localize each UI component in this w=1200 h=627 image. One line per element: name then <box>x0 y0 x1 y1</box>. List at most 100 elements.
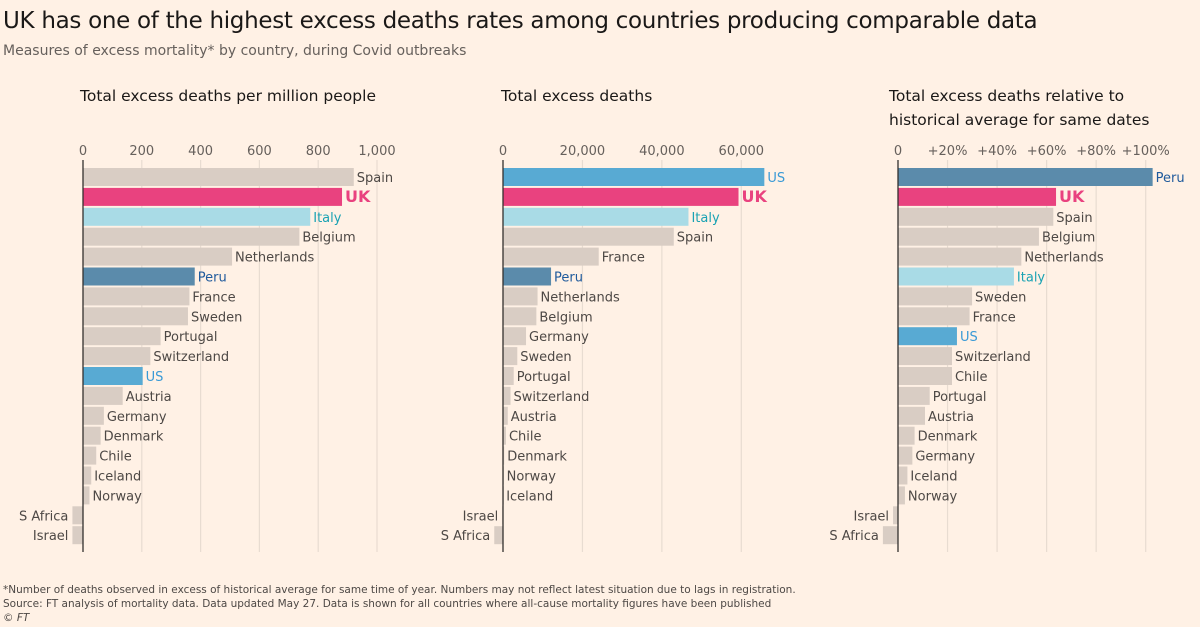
panel-title-per-million: Total excess deaths per million people <box>80 87 376 105</box>
bar-norway <box>898 486 905 505</box>
bar-label: Israel <box>463 509 499 524</box>
bar-austria <box>83 386 123 405</box>
bar-label: Switzerland <box>514 390 590 405</box>
bar-denmark <box>898 426 915 445</box>
tick-label: 800 <box>306 144 331 159</box>
bar-label: Peru <box>554 271 583 286</box>
bar-label: Belgium <box>302 231 355 246</box>
bar-portugal <box>503 367 514 385</box>
bar-france <box>898 307 970 326</box>
bar-us <box>83 367 143 385</box>
bar-italy <box>503 207 689 226</box>
bar-label: Netherlands <box>541 290 620 305</box>
bar-chile <box>83 446 97 465</box>
bar-netherlands <box>898 247 1022 266</box>
bar-israel <box>72 526 83 545</box>
bar-label: Sweden <box>975 290 1026 305</box>
bar-label: Belgium <box>1042 231 1095 246</box>
bar-peru <box>898 168 1153 186</box>
bar-label: Chile <box>509 430 542 445</box>
bar-uk <box>503 187 739 206</box>
bar-us <box>503 168 765 186</box>
bar-label: Denmark <box>507 450 567 465</box>
bar-label: S Africa <box>829 529 878 544</box>
bar-switzerland <box>503 386 511 405</box>
bar-belgium <box>83 227 300 246</box>
tick-label: 1,000 <box>358 144 395 159</box>
bar-sweden <box>83 307 188 326</box>
bar-label: Germany <box>915 450 975 465</box>
bar-label: Israel <box>33 529 69 544</box>
bar-label: Spain <box>1056 211 1092 226</box>
bar-uk <box>898 187 1057 206</box>
bar-peru <box>83 267 195 286</box>
bar-label: Belgium <box>539 310 592 325</box>
bar-label: Italy <box>1017 271 1046 286</box>
bar-denmark <box>83 426 101 445</box>
bar-chile <box>503 426 506 445</box>
panel-title-relative-line1: Total excess deaths relative to <box>889 87 1125 105</box>
bar-label: Germany <box>529 330 589 345</box>
bar-netherlands <box>83 247 233 266</box>
panel-title-total: Total excess deaths <box>501 87 653 105</box>
footnote: *Number of deaths observed in excess of … <box>3 584 796 596</box>
bar-label: Germany <box>107 410 167 425</box>
tick-label: 20,000 <box>560 144 606 159</box>
tick-label: +80% <box>1076 144 1116 159</box>
tick-label: +40% <box>977 144 1017 159</box>
bar-austria <box>503 406 508 425</box>
bar-portugal <box>83 327 161 346</box>
bar-s-africa <box>882 526 898 545</box>
bar-label: Sweden <box>191 310 242 325</box>
bar-label: Norway <box>92 489 142 504</box>
bar-label: Spain <box>357 171 393 186</box>
bar-label: Austria <box>126 390 172 405</box>
bar-sweden <box>503 347 518 366</box>
tick-label: +20% <box>928 144 968 159</box>
bar-label: Portugal <box>164 330 218 345</box>
bar-label: Austria <box>511 410 557 425</box>
bar-italy <box>83 207 311 226</box>
bar-sweden <box>898 287 973 306</box>
bar-belgium <box>503 307 537 326</box>
bar-germany <box>898 446 913 465</box>
bar-label: Iceland <box>506 489 553 504</box>
tick-label: +60% <box>1027 144 1067 159</box>
bar-netherlands <box>503 287 538 306</box>
bar-label: Chile <box>955 370 988 385</box>
chart-title: UK has one of the highest excess deaths … <box>3 8 1038 34</box>
bar-label: Italy <box>691 211 720 226</box>
bar-germany <box>503 327 527 346</box>
bar-label: UK <box>1059 187 1085 206</box>
bar-israel <box>893 506 898 525</box>
tick-label: 0 <box>499 144 507 159</box>
tick-label: 0 <box>894 144 902 159</box>
panel-title-relative-line2: historical average for same dates <box>889 111 1150 129</box>
bar-uk <box>83 187 343 206</box>
bar-austria <box>898 406 925 425</box>
bar-label: S Africa <box>19 509 68 524</box>
bar-label: Spain <box>677 231 713 246</box>
bar-label: Iceland <box>910 470 957 485</box>
bar-label: France <box>973 310 1016 325</box>
bar-label: US <box>960 330 978 345</box>
panel-title-relative: Total excess deaths relative to historic… <box>889 84 1149 132</box>
tick-label: 600 <box>247 144 272 159</box>
bar-portugal <box>898 386 930 405</box>
bar-label: Israel <box>854 509 890 524</box>
bar-label: Peru <box>1156 171 1185 186</box>
bar-label: Denmark <box>104 430 164 445</box>
bar-label: S Africa <box>441 529 490 544</box>
bar-iceland <box>83 466 92 485</box>
bar-label: France <box>602 251 645 266</box>
tick-label: 60,000 <box>719 144 765 159</box>
bar-italy <box>898 267 1014 286</box>
bar-label: Sweden <box>520 350 571 365</box>
bar-iceland <box>898 466 908 485</box>
bar-label: Austria <box>928 410 974 425</box>
bar-norway <box>83 486 90 505</box>
bar-spain <box>898 207 1054 226</box>
tick-label: 40,000 <box>639 144 685 159</box>
tick-label: +100% <box>1122 144 1170 159</box>
bar-label: Norway <box>908 489 958 504</box>
